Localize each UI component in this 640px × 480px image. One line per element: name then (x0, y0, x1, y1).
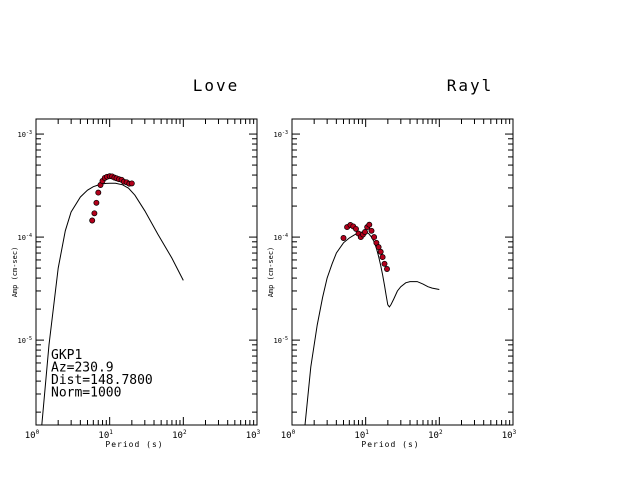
tick-exponent: 1 (365, 429, 369, 436)
tick-base: 10 (281, 431, 292, 441)
tick-base: 10 (274, 234, 282, 242)
tick-exponent: -5 (26, 336, 32, 342)
y-tick-label: 10-4 (274, 233, 288, 242)
tick-exponent: 2 (183, 429, 187, 436)
tick-exponent: 3 (257, 429, 261, 436)
y-tick-label: 10-4 (18, 233, 32, 242)
tick-base: 10 (18, 234, 26, 242)
data-point (377, 248, 384, 255)
tick-exponent: 2 (439, 429, 443, 436)
x-axis-ticks (291, 119, 514, 425)
panel-title: Rayl (447, 76, 494, 95)
x-tick-label: 103 (246, 429, 261, 441)
tick-base: 10 (172, 431, 183, 441)
tick-base: 10 (274, 131, 282, 139)
x-tick-label: 100 (25, 429, 40, 441)
tick-base: 10 (428, 431, 439, 441)
panel-title: Love (193, 76, 240, 95)
data-point (93, 199, 100, 206)
tick-exponent: -5 (282, 336, 288, 342)
y-tick-label: 10-5 (18, 336, 32, 345)
y-tick-label: 10-3 (274, 130, 288, 139)
x-axis-ticks (35, 119, 258, 425)
y-axis-ticks (36, 133, 257, 413)
tick-exponent: 1 (109, 429, 113, 436)
tick-base: 10 (25, 431, 36, 441)
tick-base: 10 (18, 131, 26, 139)
tick-base: 10 (246, 431, 257, 441)
x-tick-label: 102 (428, 429, 443, 441)
observed-points (340, 221, 390, 272)
data-point (362, 229, 368, 235)
data-point (91, 210, 98, 217)
x-axis-label: Period (s) (105, 440, 163, 449)
x-tick-label: 102 (172, 429, 187, 441)
data-point (379, 254, 386, 261)
tick-base: 10 (98, 431, 109, 441)
tick-base: 10 (274, 337, 282, 345)
y-tick-label: 10-3 (18, 130, 32, 139)
data-point (368, 227, 375, 234)
data-point (128, 180, 135, 187)
x-tick-label: 101 (354, 429, 369, 441)
data-point (353, 225, 359, 232)
tick-base: 10 (18, 337, 26, 345)
x-tick-label: 100 (281, 429, 296, 441)
y-tick-label: 10-5 (274, 336, 288, 345)
y-axis-label: Amp (cm-sec) (267, 247, 275, 298)
data-point (95, 189, 102, 196)
data-point (340, 235, 347, 241)
x-axis-label: Period (s) (361, 440, 419, 449)
tick-exponent: 0 (292, 429, 296, 436)
station-info-1: Az=230.9 (51, 361, 114, 376)
station-info-2: Dist=148.7800 (51, 373, 153, 388)
tick-exponent: -3 (282, 130, 288, 136)
tick-base: 10 (354, 431, 365, 441)
data-point (366, 221, 373, 228)
data-point (375, 244, 382, 251)
x-tick-label: 101 (98, 429, 113, 441)
tick-exponent: -3 (26, 130, 32, 136)
data-point (384, 266, 390, 272)
observed-points (89, 173, 135, 224)
model-curve (304, 231, 440, 425)
station-info-3: Norm=1000 (51, 386, 121, 401)
y-axis-ticks (292, 133, 513, 413)
model-curve (41, 182, 184, 425)
data-point (371, 234, 378, 241)
data-point (381, 260, 388, 267)
plot-frame (291, 118, 514, 426)
tick-base: 10 (502, 431, 513, 441)
tick-exponent: 3 (513, 429, 517, 436)
tick-exponent: -4 (282, 233, 288, 239)
station-info-0: GKP1 (51, 348, 82, 363)
x-tick-label: 103 (502, 429, 517, 441)
tick-exponent: 0 (36, 429, 40, 436)
plot-frame (35, 118, 258, 426)
data-point (89, 217, 96, 224)
y-axis-label: Amp (cm-sec) (11, 247, 19, 298)
tick-exponent: -4 (26, 233, 32, 239)
